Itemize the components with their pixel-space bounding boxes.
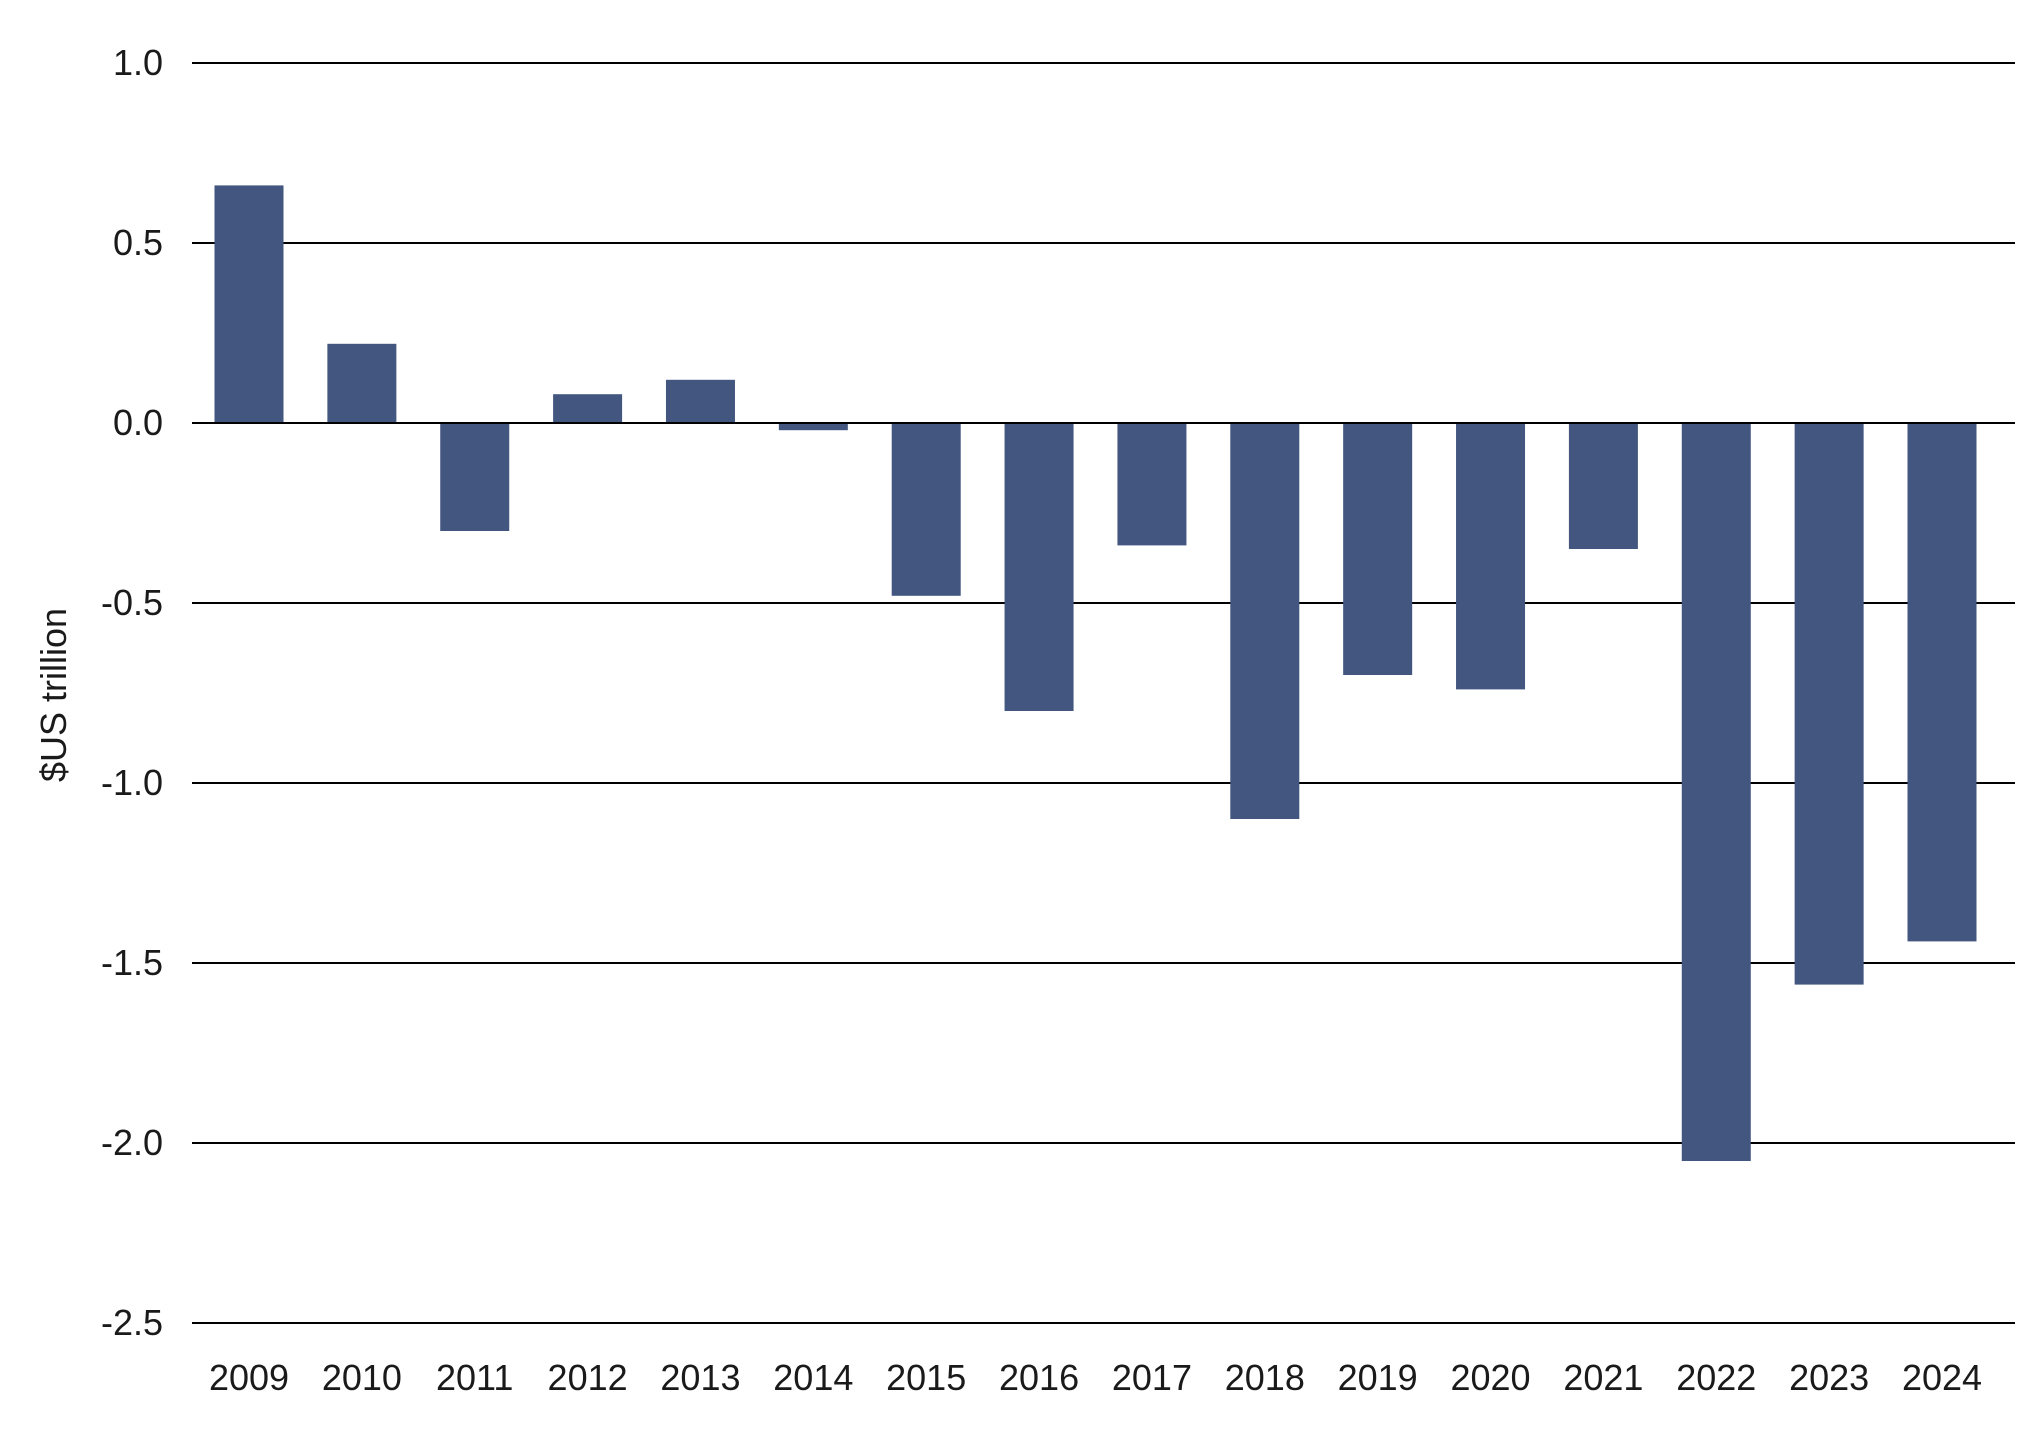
y-tick-label: -2.0 [101,1122,163,1163]
y-tick-label: -1.5 [101,942,163,983]
y-axis-tick-labels: 1.0 0.5 0.0 -0.5 -1.0 -1.5 -2.0 -2.5 [101,42,163,1343]
y-axis-title: $US trillion [33,608,74,782]
y-tick-label: 0.0 [113,402,163,443]
y-tick-label: -1.0 [101,762,163,803]
x-tick-label: 2022 [1676,1357,1756,1398]
x-tick-label: 2015 [886,1357,966,1398]
bars [214,185,1977,1161]
x-tick-label: 2011 [436,1357,513,1398]
x-tick-label: 2014 [773,1357,853,1398]
x-tick-label: 2010 [322,1357,402,1398]
bar-2020 [1456,423,1526,690]
y-tick-label: -0.5 [101,582,163,623]
x-tick-label: 2019 [1338,1357,1418,1398]
bar-2017 [1117,423,1187,546]
x-tick-label: 2012 [548,1357,628,1398]
bar-2024 [1907,423,1977,942]
bar-2011 [440,423,510,531]
y-tick-label: 0.5 [113,222,163,263]
x-tick-label: 2018 [1225,1357,1305,1398]
bar-2013 [665,379,735,423]
bar-2010 [327,343,397,423]
bar-2012 [553,394,623,423]
bar-2022 [1681,423,1751,1161]
bar-2009 [214,185,284,423]
x-tick-label: 2024 [1902,1357,1982,1398]
bar-2018 [1230,423,1300,819]
x-tick-label: 2020 [1450,1357,1530,1398]
x-tick-label: 2009 [209,1357,289,1398]
x-tick-label: 2023 [1789,1357,1869,1398]
bar-2014 [778,423,848,431]
x-tick-label: 2016 [999,1357,1079,1398]
bar-2021 [1568,423,1638,549]
bar-2023 [1794,423,1864,985]
bar-2015 [891,423,961,596]
x-tick-label: 2013 [660,1357,740,1398]
bar-2019 [1343,423,1413,675]
x-axis-tick-labels: 2009 2010 2011 2012 2013 2014 2015 2016 2017 2018… [209,1357,1982,1398]
y-tick-label: 1.0 [113,42,163,83]
y-tick-label: -2.5 [101,1302,163,1343]
bar-2016 [1004,423,1074,711]
x-tick-label: 2021 [1563,1357,1643,1398]
x-tick-label: 2017 [1112,1357,1192,1398]
